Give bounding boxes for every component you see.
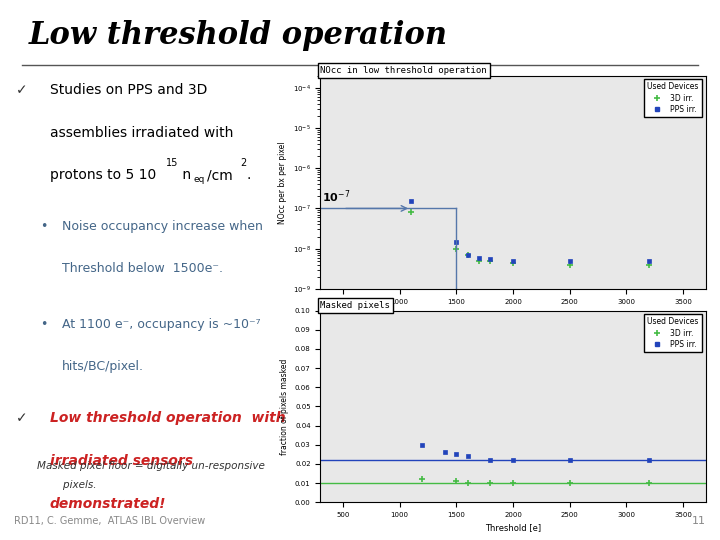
- Text: Threshold below  1500e⁻.: Threshold below 1500e⁻.: [62, 262, 223, 275]
- Text: eq: eq: [194, 175, 205, 184]
- Text: Masked pixel floor = digitally un-responsive: Masked pixel floor = digitally un-respon…: [37, 461, 265, 470]
- Text: Noise occupancy increase when: Noise occupancy increase when: [62, 220, 263, 233]
- Text: hits/BC/pixel.: hits/BC/pixel.: [62, 360, 144, 373]
- Legend: 3D irr., PPS irr.: 3D irr., PPS irr.: [644, 79, 702, 117]
- Text: .: .: [246, 168, 251, 183]
- Text: 15: 15: [166, 158, 178, 167]
- Text: •: •: [40, 220, 48, 233]
- Text: At 1100 e⁻, occupancy is ~10⁻⁷: At 1100 e⁻, occupancy is ~10⁻⁷: [62, 318, 261, 330]
- Text: 10$^{-7}$: 10$^{-7}$: [322, 188, 351, 205]
- Text: Low threshold operation  with: Low threshold operation with: [50, 411, 285, 426]
- Text: /cm: /cm: [207, 168, 233, 183]
- Text: 11: 11: [692, 516, 706, 526]
- Text: pixels.: pixels.: [37, 480, 96, 490]
- Legend: 3D irr., PPS irr.: 3D irr., PPS irr.: [644, 314, 702, 352]
- Text: Studies on PPS and 3D: Studies on PPS and 3D: [50, 83, 207, 97]
- Text: •: •: [40, 318, 48, 330]
- Text: ✓: ✓: [16, 411, 27, 426]
- Text: demonstrated!: demonstrated!: [50, 497, 166, 511]
- X-axis label: Threshold [e]: Threshold [e]: [485, 310, 541, 319]
- Text: Low threshold operation: Low threshold operation: [29, 19, 448, 51]
- Text: Masked pixels: Masked pixels: [320, 301, 390, 310]
- Text: n: n: [178, 168, 191, 183]
- Text: assemblies irradiated with: assemblies irradiated with: [50, 126, 233, 140]
- Y-axis label: fraction of pixels masked: fraction of pixels masked: [280, 358, 289, 455]
- Text: RD11, C. Gemme,  ATLAS IBL Overview: RD11, C. Gemme, ATLAS IBL Overview: [14, 516, 206, 526]
- Text: NOcc in low threshold operation: NOcc in low threshold operation: [320, 66, 487, 75]
- Text: ✓: ✓: [16, 83, 27, 97]
- Text: protons to 5 10: protons to 5 10: [50, 168, 156, 183]
- X-axis label: Threshold [e]: Threshold [e]: [485, 523, 541, 532]
- Text: irradiated sensors: irradiated sensors: [50, 454, 192, 468]
- Text: 2: 2: [240, 158, 246, 167]
- Y-axis label: NOcc per bx per pixel: NOcc per bx per pixel: [278, 141, 287, 224]
